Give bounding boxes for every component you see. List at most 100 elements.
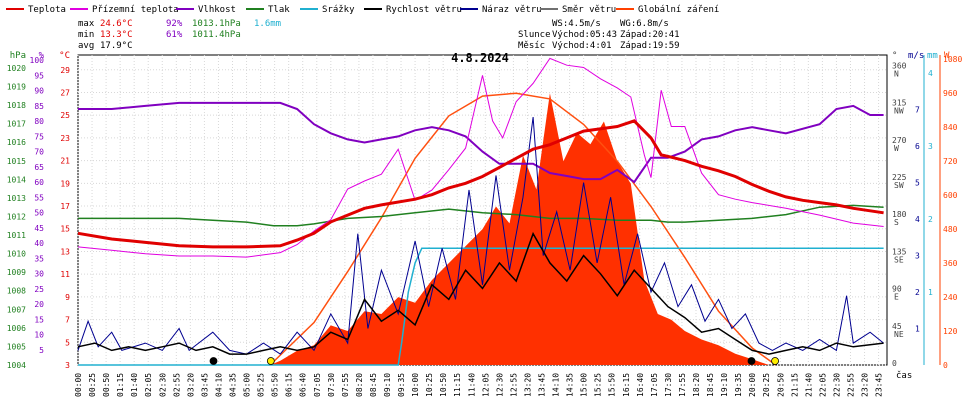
legend-item-label: Srážky xyxy=(322,5,355,15)
wind-axis-unit: m/s xyxy=(908,51,924,61)
x-tick-label: 07:05 xyxy=(313,373,322,397)
stats-block: max 24.6°C 92% 1013.1hPa 1.6mm min 13.3°… xyxy=(78,19,281,51)
direction-axis-compass-label: NE xyxy=(894,330,904,339)
x-tick-label: 05:00 xyxy=(243,373,252,397)
sun-marker xyxy=(771,357,779,365)
legend-item-label: Rychlost větru xyxy=(386,5,462,15)
direction-axis-compass-label: SE xyxy=(894,255,904,264)
direction-axis-tick-label: 90 xyxy=(892,285,902,294)
rain-axis-tick-label: 3 xyxy=(928,142,933,151)
humidity-axis-tick-label: 55 xyxy=(34,193,44,202)
radiation-axis-tick-label: 720 xyxy=(943,157,958,166)
wind-gust-line xyxy=(77,116,884,355)
stats-max-rain: 1.6mm xyxy=(254,19,281,29)
temperature-axis-tick-label: 21 xyxy=(60,157,70,166)
x-tick-label: 15:00 xyxy=(580,373,589,397)
legend: Teplota Přízemní teplota Vlhkost Tlak Srážky… xyxy=(6,5,719,15)
pressure-axis-unit: hPa xyxy=(10,51,26,61)
x-tick-label: 12:30 xyxy=(495,373,504,397)
x-tick-label: 20:25 xyxy=(762,373,771,397)
stats-min-hum: 61% xyxy=(166,30,183,40)
x-tick-label: 11:15 xyxy=(453,373,462,397)
direction-axis-compass-label: S xyxy=(894,218,899,227)
direction-axis-tick-label: 0 xyxy=(892,359,897,368)
x-tick-label: 15:25 xyxy=(594,373,603,397)
ground-temperature-line xyxy=(77,57,884,258)
x-tick-label: 16:15 xyxy=(622,373,631,397)
humidity-axis-tick-label: 30 xyxy=(34,270,44,279)
humidity-line xyxy=(78,101,884,184)
humidity-axis-tick-label: 45 xyxy=(34,224,44,233)
rain-axis-tick-label: 4 xyxy=(928,69,933,78)
legend-item-label: Teplota xyxy=(28,5,66,15)
direction-axis-compass-label: N xyxy=(894,69,899,78)
direction-axis-compass-label: NW xyxy=(894,107,904,116)
pressure-axis-tick-label: 1016 xyxy=(7,138,26,147)
stats-avg-temp: 17.9°C xyxy=(100,41,133,51)
radiation-axis-tick-label: 840 xyxy=(943,123,958,132)
x-tick-label: 03:20 xyxy=(186,373,195,397)
humidity-axis-tick-label: 85 xyxy=(34,102,44,111)
humidity-axis-tick-label: 20 xyxy=(34,300,44,309)
x-tick-label: 01:40 xyxy=(130,373,139,397)
stats-max-temp: 24.6°C xyxy=(100,19,133,29)
direction-axis-tick-label: 360 xyxy=(892,61,907,70)
rain-line xyxy=(78,247,884,366)
x-tick-label: 00:50 xyxy=(102,373,111,397)
legend-item-label: Přízemní teplota xyxy=(92,5,179,15)
x-tick-label: 01:15 xyxy=(116,373,125,397)
pressure-axis-tick-label: 1014 xyxy=(7,175,26,184)
humidity-axis-tick-label: 65 xyxy=(34,163,44,172)
pressure-axis-tick-label: 1017 xyxy=(7,120,26,129)
x-tick-label: 07:30 xyxy=(327,373,336,397)
pressure-axis-tick-label: 1010 xyxy=(7,250,26,259)
rain-axis-tick-label: 2 xyxy=(928,215,933,224)
legend-item-label: Globální záření xyxy=(638,5,719,15)
x-tick-label: 08:20 xyxy=(355,373,364,397)
radiation-axis-tick-label: 120 xyxy=(943,327,958,336)
temperature-axis-tick-label: 5 xyxy=(65,338,70,347)
pressure-axis-tick-label: 1005 xyxy=(7,342,26,351)
legend-item-label: Náraz větru xyxy=(482,5,542,15)
x-tick-label: 07:55 xyxy=(341,373,350,397)
humidity-axis-tick-label: 5 xyxy=(39,346,44,355)
pressure-axis-tick-label: 1004 xyxy=(7,361,26,370)
x-tick-label: 14:35 xyxy=(566,373,575,397)
wind-speed-line xyxy=(77,231,884,355)
temperature-axis-tick-label: 7 xyxy=(65,316,70,325)
humidity-axis-tick-label: 70 xyxy=(34,148,44,157)
legend-item-label: Směr větru xyxy=(562,5,616,15)
humidity-axis-tick-label: 75 xyxy=(34,132,44,141)
x-tick-label: 19:10 xyxy=(720,373,729,397)
x-tick-label: 22:55 xyxy=(846,373,855,397)
humidity-axis-tick-label: 15 xyxy=(34,315,44,324)
stats-max-press: 1013.1hPa xyxy=(192,19,241,29)
direction-axis-compass-label: W xyxy=(894,144,899,153)
x-tick-label: 03:45 xyxy=(200,373,209,397)
wind-speed-info: WS:4.5m/s xyxy=(552,19,601,29)
x-tick-label: 04:35 xyxy=(228,373,237,397)
humidity-axis-tick-label: 50 xyxy=(34,209,44,218)
temperature-axis-tick-label: 17 xyxy=(60,202,70,211)
x-tick-label: 09:10 xyxy=(383,373,392,397)
x-tick-label: 20:00 xyxy=(748,373,757,397)
direction-axis-compass-label: SW xyxy=(894,181,904,190)
sun-set: Západ:20:41 xyxy=(620,30,680,40)
wind-axis-tick-label: 7 xyxy=(915,106,920,115)
clear-sky-radiation-line xyxy=(269,92,777,366)
x-tick-label: 23:20 xyxy=(861,373,870,397)
x-tick-label: 05:50 xyxy=(271,373,280,397)
x-tick-label: 00:25 xyxy=(88,373,97,397)
humidity-axis-tick-label: 95 xyxy=(34,71,44,80)
direction-axis-tick-label: 45 xyxy=(892,322,902,331)
x-tick-label: 13:20 xyxy=(523,373,532,397)
legend-item-label: Tlak xyxy=(268,5,290,15)
x-tick-label: 11:40 xyxy=(467,373,476,397)
x-tick-label: 12:05 xyxy=(481,373,490,397)
radiation-axis-tick-label: 600 xyxy=(943,191,958,200)
stats-min-label: min xyxy=(78,30,94,40)
pressure-axis-tick-label: 1012 xyxy=(7,212,26,221)
x-tick-label: 00:00 xyxy=(74,373,83,397)
wind-axis-tick-label: 3 xyxy=(915,252,920,261)
